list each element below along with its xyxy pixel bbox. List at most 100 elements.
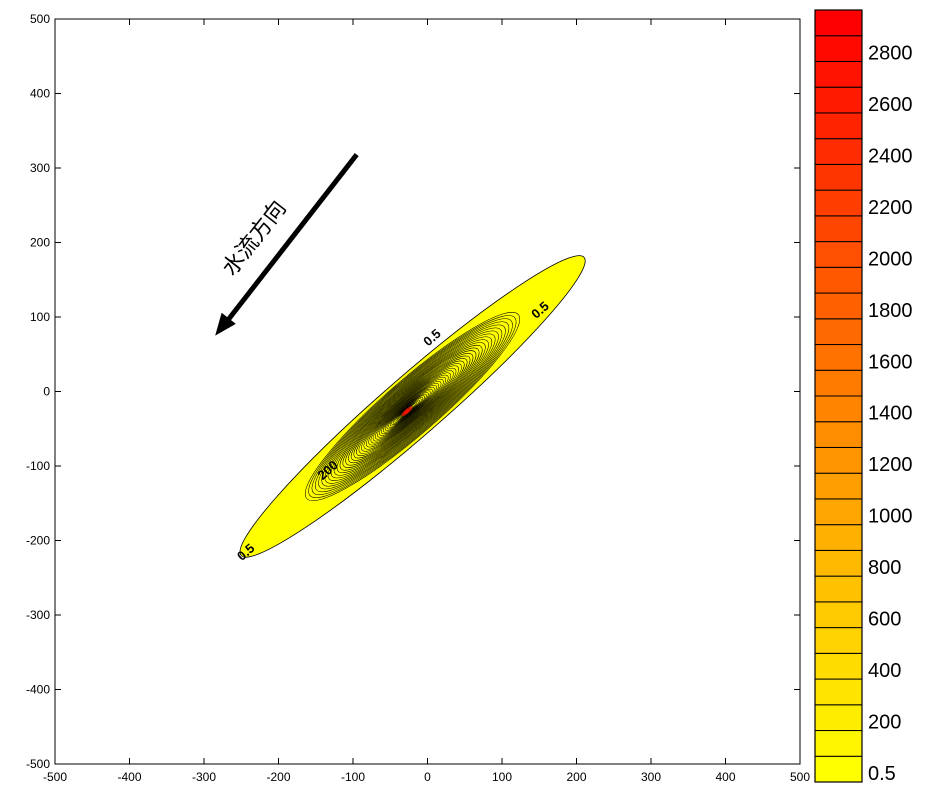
colorbar-band [814,369,863,397]
contour-line [308,315,517,498]
colorbar-band [814,446,863,474]
contour-line [318,324,506,490]
colorbar-tick-label: 2600 [868,94,913,116]
colorbar-band [814,627,863,654]
colorbar-tick-label: 1000 [868,506,913,528]
contour-line [333,339,489,476]
x-tick-label: 0 [424,770,431,784]
contour-line [366,370,454,448]
x-tick-label: -100 [341,770,365,784]
colorbar-tick-label: 800 [868,557,901,579]
contour-line [403,408,411,415]
colorbar-band [814,704,863,732]
colorbar-band [814,163,863,191]
colorbar-band [814,652,863,680]
contour-line [396,401,419,421]
contour-line [339,344,483,471]
y-tick-label: 300 [30,161,50,175]
axes: -500 -400 -300 -200 -100 0 100 200 300 400 500 -500… [26,12,810,784]
x-tick-label: 100 [492,770,512,784]
colorbar-frame [814,9,863,783]
contour-line [377,381,442,438]
x-tick-label: 400 [715,770,735,784]
x-tick-label: 200 [566,770,586,784]
colorbar-tick-label: 1200 [868,454,913,476]
colorbar-tick-label: 2200 [868,197,913,219]
colorbar-band [814,498,863,526]
x-tick-label: -500 [43,770,67,784]
contour-line [386,390,431,430]
colorbar-band [814,138,863,165]
y-tick-label: -100 [26,459,50,473]
contour-line [314,321,510,493]
colorbar-tick-label: 600 [868,609,901,631]
colorbar-band [814,189,863,217]
colorbar-band [814,266,863,294]
contour-line [342,347,480,468]
contour-line [395,399,420,422]
y-tick-label: 500 [30,12,50,26]
colorbar-band [814,421,863,448]
colorbar-tick-label: 1600 [868,351,913,373]
contour-line [381,385,437,435]
x-tick-label: -400 [117,770,141,784]
colorbar-tick-label: 2400 [868,145,913,167]
colorbar-band [814,344,863,371]
contour-line [375,379,444,440]
x-tick-label: -200 [266,770,290,784]
x-tick-label: 500 [790,770,810,784]
contour-line [358,363,462,454]
colorbar-band [814,292,863,320]
colorbar-band [814,524,863,551]
contour-line [382,386,435,433]
colorbar-band [814,472,863,500]
contour-line [372,376,447,442]
contour-line [327,333,496,481]
contour-line [394,398,422,423]
contour-line [388,392,429,428]
flow-direction-label: 水流方向 [218,196,292,281]
y-tick-label: 100 [30,310,50,324]
colorbar-tick-label: 400 [868,660,901,682]
colorbar-band [814,215,863,243]
x-tick-label: -300 [192,770,216,784]
colorbar-tick-label: 200 [868,712,901,734]
colorbar-band [814,35,863,62]
colorbar-band [814,60,863,88]
contour-line [304,312,521,501]
colorbar-band [814,678,863,706]
contour-line [348,353,474,464]
colorbar-band [814,395,863,423]
colorbar: 0.5 200 400 600 800 1000 1200 1400 1600 1800 2000 2… [814,9,913,785]
colorbar-band [814,112,863,140]
colorbar-band [814,86,863,114]
colorbar-band [814,318,863,346]
colorbar-tick-label: 2800 [868,42,913,64]
colorbar-tick-label: 0.5 [868,763,896,785]
arrow-shaft [223,153,359,326]
contour-line [391,395,425,426]
contour-line [398,402,418,420]
y-tick-label: -200 [26,534,50,548]
contour-line [389,393,427,427]
colorbar-band [814,601,863,629]
contour-line [324,330,499,484]
contour-line [345,350,477,466]
contour-line [392,396,424,424]
contour-line [350,355,471,461]
contour-line [311,318,513,496]
y-tick-label: 400 [30,87,50,101]
y-tick-label: -500 [26,757,50,771]
flow-direction-annotation: 水流方向 [215,153,359,336]
contour-line [330,336,493,479]
colorbar-band [814,241,863,268]
contour-line [368,372,452,446]
y-tick-label: -400 [26,683,50,697]
colorbar-band [814,755,863,783]
colorbar-band [814,575,863,603]
contour-line [321,327,503,487]
y-tick-label: -300 [26,608,50,622]
y-tick-label: 0 [43,385,50,399]
